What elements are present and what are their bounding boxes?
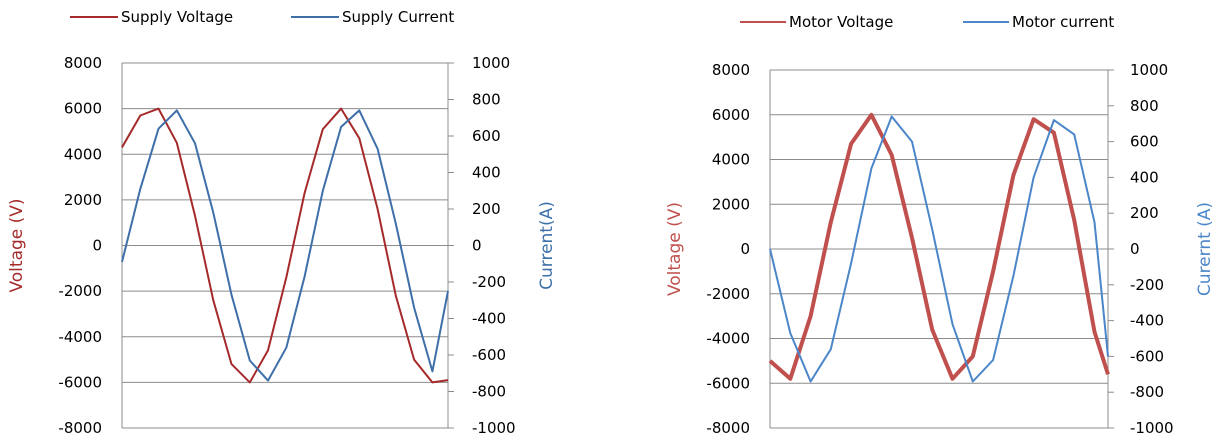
y2-axis-title: Curernt (A)	[1195, 202, 1215, 296]
y-tick-label: -4000	[58, 328, 102, 346]
y-tick-label: 4000	[64, 145, 102, 163]
y2-tick-label: 600	[472, 127, 501, 145]
y2-tick-label: 400	[1130, 168, 1159, 186]
y2-tick-label: -600	[1130, 347, 1164, 365]
y2-tick-label: -200	[472, 273, 506, 291]
legend-label: Motor current	[1012, 13, 1114, 31]
y-tick-label: 6000	[712, 106, 750, 124]
series-line-supply-current	[121, 109, 449, 382]
y2-tick-label: -800	[472, 383, 506, 401]
legend-label: Supply Voltage	[121, 8, 233, 26]
chart-supply: 80006000400020000-2000-4000-6000-8000100…	[7, 8, 557, 437]
y-axis-title: Voltage (V)	[665, 202, 685, 296]
series-line-motor-voltage	[768, 112, 1110, 381]
y2-tick-label: 200	[1130, 204, 1159, 222]
y-tick-label: -8000	[58, 419, 102, 437]
y-tick-label: 4000	[712, 151, 750, 169]
y2-tick-label: -1000	[1130, 419, 1174, 437]
y2-tick-label: -400	[1130, 312, 1164, 330]
y-tick-label: -6000	[706, 374, 750, 392]
y-tick-label: 8000	[712, 61, 750, 79]
y2-tick-label: 600	[1130, 133, 1159, 151]
legend-label: Motor Voltage	[789, 13, 893, 31]
y2-tick-label: 0	[472, 237, 482, 255]
y2-tick-label: 400	[472, 164, 501, 182]
y-tick-label: 6000	[64, 100, 102, 118]
y-tick-label: 8000	[64, 54, 102, 72]
y-tick-label: 0	[740, 240, 750, 258]
series-line-motor-current	[769, 115, 1109, 383]
series-line-supply-voltage	[121, 107, 449, 384]
y-tick-label: -6000	[58, 373, 102, 391]
chart-motor: 80006000400020000-2000-4000-6000-8000100…	[665, 13, 1215, 437]
y2-tick-label: -600	[472, 346, 506, 364]
y2-tick-label: 1000	[1130, 61, 1168, 79]
y2-tick-label: 0	[1130, 240, 1140, 258]
y-tick-label: 2000	[712, 195, 750, 213]
y-tick-label: -8000	[706, 419, 750, 437]
y2-tick-label: -800	[1130, 383, 1164, 401]
y-tick-label: -4000	[706, 330, 750, 348]
y2-tick-label: 200	[472, 200, 501, 218]
y2-axis-title: Current(A)	[537, 201, 557, 290]
y2-tick-label: 800	[1130, 97, 1159, 115]
y2-tick-label: -400	[472, 310, 506, 328]
legend-label: Supply Current	[342, 8, 454, 26]
y-axis-title: Voltage (V)	[7, 198, 27, 292]
y-tick-label: 0	[92, 237, 102, 255]
y-tick-label: -2000	[706, 285, 750, 303]
y-tick-label: 2000	[64, 191, 102, 209]
y2-tick-label: -1000	[472, 419, 516, 437]
y2-tick-label: 1000	[472, 54, 510, 72]
y2-tick-label: -200	[1130, 276, 1164, 294]
y-tick-label: -2000	[58, 282, 102, 300]
y2-tick-label: 800	[472, 91, 501, 109]
